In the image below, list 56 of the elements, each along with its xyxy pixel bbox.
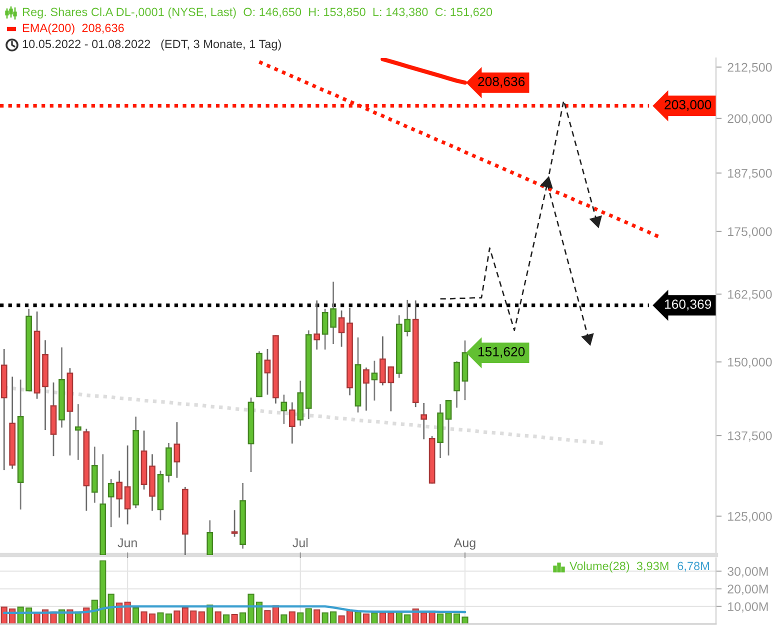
bar <box>198 611 205 624</box>
y-tick-label: 20,00M <box>728 584 768 595</box>
chart-subtitle: 10.05.2022 - 01.08.2022 (EDT, 3 Monate, 1 Tag) <box>22 40 281 50</box>
candlestick <box>75 403 82 461</box>
candlestick <box>445 399 452 456</box>
candlestick <box>108 478 114 528</box>
bar <box>231 614 238 624</box>
y-tick-label: 187,500 <box>728 168 772 180</box>
candlestick <box>420 402 428 440</box>
y-tick-label: 200,000 <box>728 114 772 125</box>
y-tick-label: 150,000 <box>728 358 772 368</box>
legend-label: Reg. Shares Cl.A DL-,0001 (NYSE, Last) O: 146,650 H: 153,850 L: 143,380 C: 151,620 <box>22 8 492 18</box>
y-tick-label: 125,000 <box>728 512 772 522</box>
bar <box>174 610 180 624</box>
x-tick-label: Jul <box>292 538 308 548</box>
x-tick-label: Jun <box>118 538 137 548</box>
legend-label: EMA(200) 208,636 <box>22 24 124 34</box>
x-tick-label: Aug <box>454 538 476 550</box>
bar <box>297 612 304 624</box>
legend-label: Volume(28) 3,93M <box>570 561 668 572</box>
y-tick-label: 137,500 <box>728 431 772 442</box>
y-tick-label: 30,00M <box>728 567 768 578</box>
candlestick <box>116 470 123 518</box>
text: 6,78M <box>678 562 709 572</box>
bar <box>132 608 140 624</box>
bar <box>305 608 312 624</box>
y-tick-label: 212,500 <box>728 62 772 74</box>
candlestick <box>338 310 345 348</box>
bar <box>354 611 362 624</box>
ref-line-label: 203,000 <box>664 100 712 111</box>
bar <box>362 613 370 624</box>
candlestick <box>206 520 214 555</box>
candlestick <box>314 300 320 350</box>
candlestick <box>231 509 238 538</box>
point <box>590 216 602 228</box>
data-label: 208,636 <box>478 76 525 88</box>
candlestick <box>371 360 378 402</box>
bar <box>280 614 288 624</box>
y-tick-label: 162,500 <box>728 290 772 300</box>
bar <box>214 611 222 624</box>
candlestick <box>264 348 271 396</box>
ref-line-label: 160,369 <box>665 300 712 310</box>
point <box>582 333 594 346</box>
text: 151,620 <box>478 347 525 358</box>
candlestick <box>280 394 288 425</box>
candlestick <box>363 366 370 412</box>
candlestick <box>124 444 131 526</box>
bar <box>288 611 296 624</box>
candlestick <box>288 402 296 444</box>
candlestick <box>174 421 180 479</box>
bar <box>371 612 378 624</box>
y-tick-label: 175,000 <box>728 227 772 238</box>
bar <box>223 614 230 624</box>
bar <box>314 609 320 624</box>
y-tick-label: 10,00M <box>728 602 768 613</box>
line-series <box>2 605 466 614</box>
